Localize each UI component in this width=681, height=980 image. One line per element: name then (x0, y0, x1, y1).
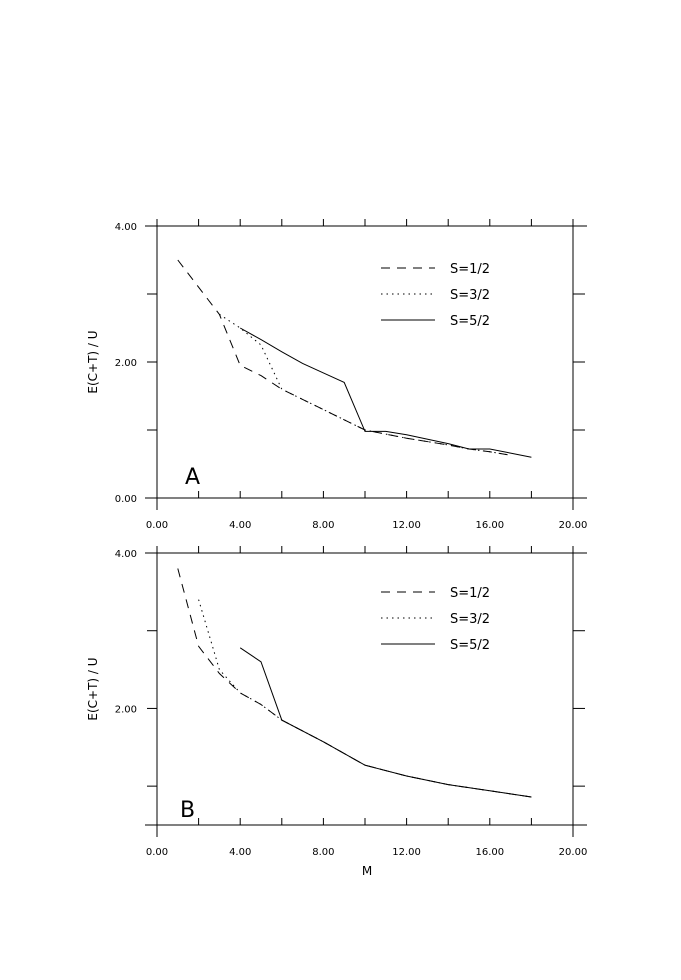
x-tick-label: 8.00 (312, 520, 334, 531)
x-tick-label: 20.00 (559, 520, 588, 531)
panel-letter: A (185, 465, 200, 490)
y-tick-label: 0.00 (115, 494, 137, 505)
series-line-1 (198, 599, 532, 798)
x-tick-label: 4.00 (229, 847, 251, 858)
series-line-2 (239, 327, 532, 458)
y-tick-label: 4.00 (115, 549, 137, 560)
x-tick-label: 16.00 (475, 847, 504, 858)
legend-label: S=3/2 (450, 612, 490, 627)
series-line-0 (177, 259, 511, 456)
x-tick-label: 16.00 (475, 520, 504, 531)
x-axis-title: M (362, 864, 372, 878)
y-tick-label: 4.00 (115, 222, 137, 233)
y-tick-label: 2.00 (115, 704, 137, 715)
y-axis-title: E(C+T) / U (86, 657, 100, 720)
x-tick-label: 8.00 (312, 847, 334, 858)
series-line-1 (219, 313, 511, 456)
chart-panel-b: 0.00 4.00 8.00 12.00 16.00 20.00 2.00 4.00 E(C+T… (86, 546, 587, 878)
legend-label: S=3/2 (450, 288, 490, 303)
x-tick-label: 4.00 (229, 520, 251, 531)
x-tick-label: 12.00 (392, 847, 421, 858)
y-tick-label: 2.00 (115, 358, 137, 369)
y-axis-title: E(C+T) / U (86, 330, 100, 393)
series-line-0 (177, 568, 532, 798)
x-tick-label: 0.00 (146, 847, 168, 858)
panel-letter: B (180, 798, 195, 823)
legend-label: S=1/2 (450, 262, 490, 277)
legend-label: S=5/2 (450, 638, 490, 653)
chart-panel-a: 0.00 4.00 8.00 12.00 16.00 20.00 0.00 2.00 4.00 E… (86, 219, 587, 531)
series-line-2 (239, 647, 532, 798)
x-tick-label: 0.00 (146, 520, 168, 531)
legend-label: S=5/2 (450, 314, 490, 329)
legend-label: S=1/2 (450, 586, 490, 601)
x-tick-label: 12.00 (392, 520, 421, 531)
x-tick-label: 20.00 (559, 847, 588, 858)
